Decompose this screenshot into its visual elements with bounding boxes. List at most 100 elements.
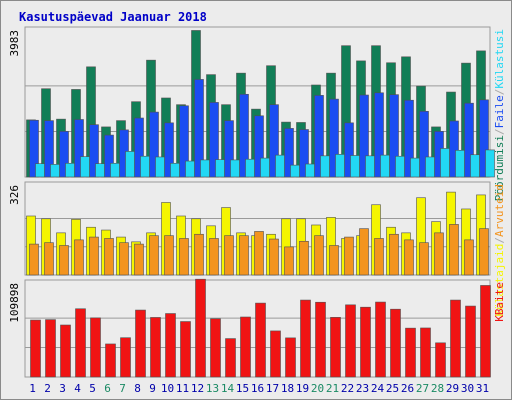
bar-Arvuteid-31 (479, 228, 489, 276)
bar-Arvuteid-28 (434, 232, 444, 276)
x-tick-9: 9 (149, 382, 156, 395)
bar-KBaite-17 (270, 330, 281, 378)
bar-Arvuteid-22 (344, 236, 354, 276)
x-tick-12: 12 (191, 382, 204, 395)
bar-Arvuteid-29 (449, 224, 459, 276)
bar-Arvuteid-24 (374, 238, 384, 276)
bar-Faile-6 (104, 134, 114, 178)
bar-Arvuteid-15 (239, 235, 249, 276)
x-tick-31: 31 (476, 382, 489, 395)
bar-KBaite-8 (135, 309, 146, 378)
x-tick-3: 3 (59, 382, 66, 395)
bar-Faile-24 (374, 92, 384, 178)
x-tick-30: 30 (461, 382, 474, 395)
x-tick-10: 10 (161, 382, 174, 395)
bar-KBaite-13 (210, 318, 221, 378)
bar-KBaite-30 (465, 305, 476, 378)
bar-Külastusi-31 (485, 149, 495, 178)
bar-KBaite-23 (360, 306, 371, 378)
bar-Külastusi-8 (140, 155, 150, 178)
bar-KBaite-18 (285, 337, 296, 378)
legend-top: Pöördumisi/Faile/Külastusi (493, 29, 506, 201)
ymax-label-middle: 326 (8, 185, 21, 205)
bar-KBaite-22 (345, 304, 356, 378)
bar-Külastusi-22 (350, 155, 360, 178)
x-tick-26: 26 (401, 382, 414, 395)
x-tick-27: 27 (416, 382, 429, 395)
bar-Arvuteid-20 (314, 235, 324, 276)
page-title: Kasutuspäevad Jaanuar 2018 (19, 10, 207, 24)
bar-KBaite-10 (165, 313, 176, 378)
bar-Faile-16 (254, 115, 264, 178)
bar-KBaite-27 (420, 327, 431, 378)
x-tick-4: 4 (74, 382, 81, 395)
bar-Faile-12 (194, 79, 204, 178)
bar-KBaite-31 (480, 285, 491, 378)
bar-KBaite-5 (90, 317, 101, 378)
bar-Külastusi-25 (395, 155, 405, 178)
bar-Faile-31 (479, 99, 489, 178)
bar-Arvuteid-7 (119, 242, 129, 276)
legend-entry-top-0: Pöördumisi (493, 135, 506, 201)
bar-Külastusi-4 (80, 156, 90, 178)
bar-KBaite-26 (405, 327, 416, 378)
x-tick-21: 21 (326, 382, 339, 395)
bar-Arvuteid-6 (104, 238, 114, 276)
x-tick-17: 17 (266, 382, 279, 395)
bar-Arvuteid-8 (134, 243, 144, 276)
bar-Faile-30 (464, 102, 474, 178)
x-tick-25: 25 (386, 382, 399, 395)
bar-Külastusi-3 (65, 162, 75, 178)
bar-Arvuteid-27 (419, 242, 429, 276)
bar-Arvuteid-18 (284, 246, 294, 276)
legend-middle: Külastajaid/Arvuteid (493, 184, 506, 316)
bar-KBaite-4 (75, 308, 86, 378)
bar-Arvuteid-30 (464, 239, 474, 276)
bar-Arvuteid-23 (359, 228, 369, 276)
legend-bottom: KBaite (493, 282, 506, 322)
bar-KBaite-6 (105, 343, 116, 378)
bar-Faile-26 (404, 99, 414, 178)
legend-entry-top-2: Faile (493, 95, 506, 128)
bar-Arvuteid-17 (269, 238, 279, 276)
bar-Arvuteid-11 (179, 238, 189, 276)
x-tick-11: 11 (176, 382, 189, 395)
bar-KBaite-19 (300, 299, 311, 378)
bar-Arvuteid-1 (29, 243, 39, 276)
bar-Faile-22 (344, 122, 354, 178)
bar-Arvuteid-21 (329, 245, 339, 276)
bar-Külastusi-13 (215, 159, 225, 178)
bar-KBaite-29 (450, 299, 461, 378)
legend-entry-middle-0: Külastajaid (493, 244, 506, 317)
bar-Külastusi-12 (200, 159, 210, 178)
bar-Külastusi-21 (335, 154, 345, 178)
bar-Külastusi-9 (155, 156, 165, 178)
bar-Faile-19 (299, 129, 309, 178)
bar-Faile-3 (59, 131, 69, 178)
bar-Arvuteid-25 (389, 233, 399, 276)
bar-Arvuteid-3 (59, 245, 69, 276)
bar-Külastusi-6 (110, 162, 120, 178)
legend-entry-middle-2: Arvuteid (493, 184, 506, 237)
bar-Külastusi-7 (125, 151, 135, 178)
bar-KBaite-9 (150, 317, 161, 378)
bar-Faile-8 (134, 117, 144, 178)
bar-Külastusi-30 (470, 154, 480, 178)
ymax-label-bottom: 109898 (8, 283, 21, 323)
bar-Faile-21 (329, 98, 339, 178)
bar-Faile-15 (239, 93, 249, 178)
bar-Külastusi-11 (185, 160, 195, 178)
bar-Külastusi-15 (245, 158, 255, 178)
x-tick-29: 29 (446, 382, 459, 395)
bar-KBaite-15 (240, 316, 251, 378)
x-tick-14: 14 (221, 382, 235, 395)
bar-Külastusi-20 (320, 155, 330, 178)
bar-KBaite-3 (60, 324, 71, 378)
bar-KBaite-24 (375, 301, 386, 378)
bar-KBaite-28 (435, 342, 446, 378)
x-tick-24: 24 (371, 382, 385, 395)
bar-KBaite-21 (330, 317, 341, 378)
ymax-label-top: 3983 (8, 30, 21, 57)
bar-Arvuteid-16 (254, 231, 264, 276)
bar-Külastusi-17 (275, 154, 285, 178)
